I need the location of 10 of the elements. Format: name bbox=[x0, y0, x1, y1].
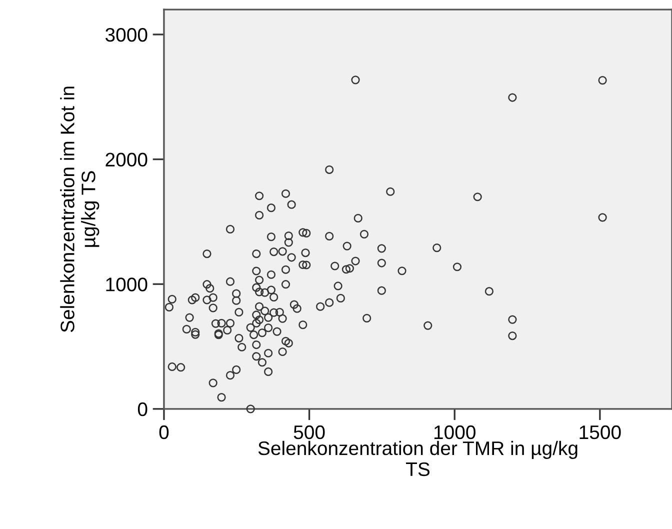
x-tick-label: 1500 bbox=[580, 425, 621, 440]
y-tick-label: 3000 bbox=[105, 28, 148, 42]
y-tick-label: 1000 bbox=[106, 278, 148, 292]
y-axis-title: Selenkonzentration im Kot in µg/kg TS bbox=[60, 86, 100, 332]
y-tick-label: 2000 bbox=[106, 152, 148, 167]
x-tick-label: 500 bbox=[294, 425, 325, 440]
x-tick-label: 0 bbox=[159, 425, 169, 440]
y-tick-label: 0 bbox=[138, 402, 148, 416]
x-axis-title: Selenkonzentration der TMR in µg/kg TS bbox=[258, 440, 578, 476]
x-tick-label: 1000 bbox=[434, 425, 476, 440]
